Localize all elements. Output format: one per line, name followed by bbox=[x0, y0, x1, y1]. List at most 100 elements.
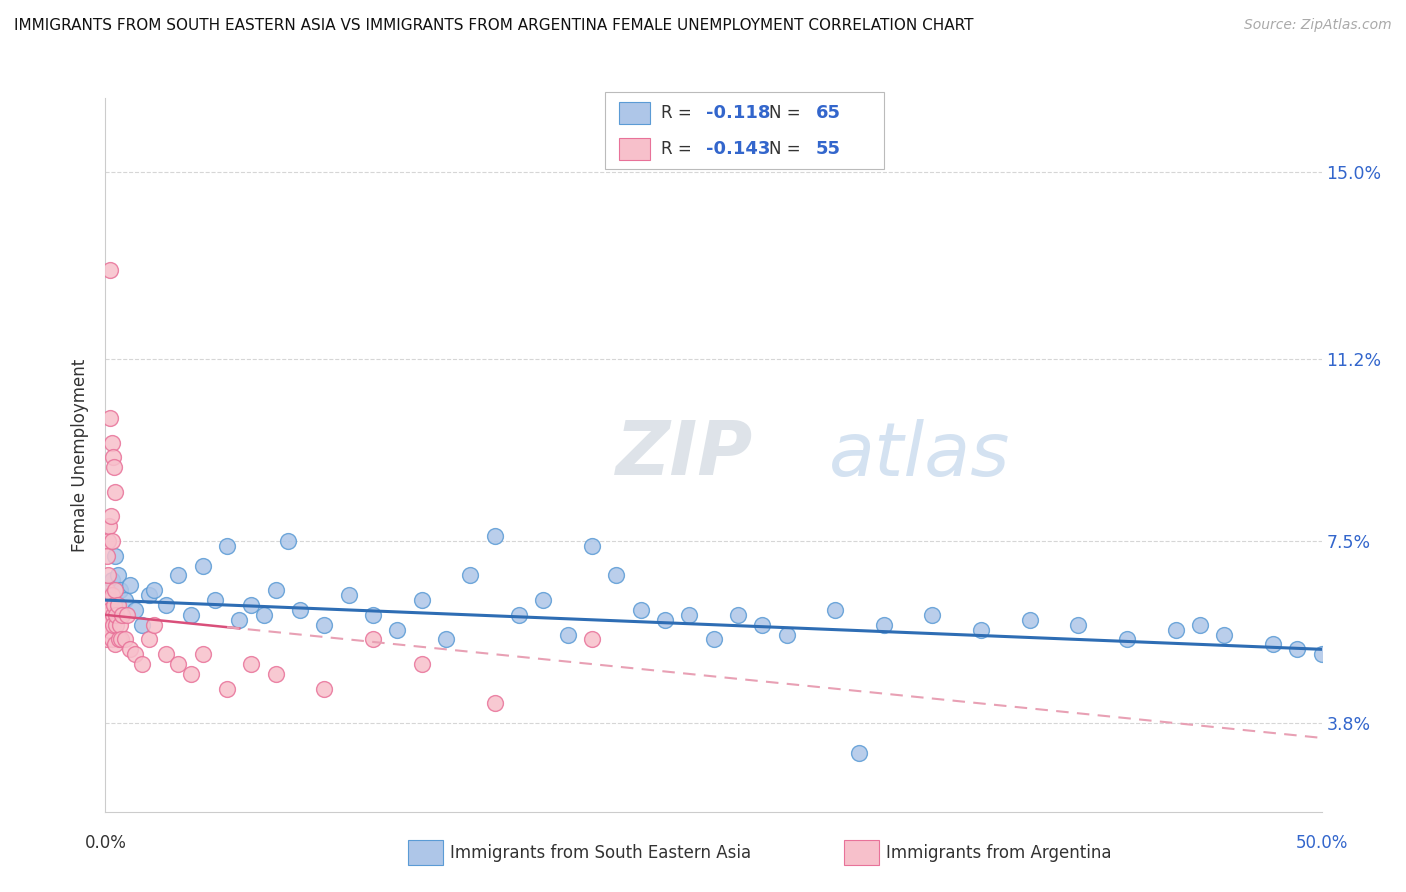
Point bbox=[1310, 647, 1333, 661]
Point bbox=[108, 617, 131, 632]
Point bbox=[114, 593, 136, 607]
Text: R =: R = bbox=[661, 104, 697, 122]
Point bbox=[1164, 623, 1187, 637]
Point bbox=[98, 623, 121, 637]
Point bbox=[240, 657, 263, 671]
Point bbox=[96, 593, 118, 607]
Point bbox=[217, 539, 239, 553]
Point bbox=[100, 509, 122, 524]
Point bbox=[96, 603, 118, 617]
Point bbox=[1213, 627, 1236, 641]
Point bbox=[411, 657, 433, 671]
Point bbox=[97, 607, 120, 622]
Point bbox=[110, 632, 132, 647]
Point bbox=[411, 593, 433, 607]
Point bbox=[101, 632, 124, 647]
Point bbox=[873, 617, 896, 632]
Point bbox=[104, 637, 127, 651]
Point bbox=[114, 632, 136, 647]
Point bbox=[98, 613, 121, 627]
Point bbox=[101, 534, 124, 549]
Point bbox=[1067, 617, 1090, 632]
Point bbox=[97, 583, 120, 598]
Text: N =: N = bbox=[769, 104, 806, 122]
Point bbox=[654, 613, 676, 627]
Text: -0.118: -0.118 bbox=[706, 104, 770, 122]
Point bbox=[264, 583, 287, 598]
Point bbox=[531, 593, 554, 607]
Point bbox=[155, 598, 177, 612]
Point bbox=[104, 583, 127, 598]
Text: IMMIGRANTS FROM SOUTH EASTERN ASIA VS IMMIGRANTS FROM ARGENTINA FEMALE UNEMPLOYM: IMMIGRANTS FROM SOUTH EASTERN ASIA VS IM… bbox=[14, 18, 973, 33]
Point bbox=[775, 627, 797, 641]
Point bbox=[98, 603, 121, 617]
Point bbox=[101, 450, 124, 465]
Point bbox=[484, 697, 506, 711]
Point bbox=[98, 593, 121, 607]
Point bbox=[508, 607, 530, 622]
Text: atlas: atlas bbox=[830, 419, 1011, 491]
Point bbox=[1018, 613, 1040, 627]
Point bbox=[103, 617, 125, 632]
Point bbox=[288, 603, 311, 617]
Point bbox=[458, 568, 481, 582]
Point bbox=[361, 607, 384, 622]
Point bbox=[100, 435, 122, 450]
Point bbox=[434, 632, 457, 647]
Point bbox=[104, 484, 127, 499]
Point bbox=[337, 588, 360, 602]
Text: Source: ZipAtlas.com: Source: ZipAtlas.com bbox=[1244, 18, 1392, 32]
Point bbox=[96, 617, 118, 632]
Point bbox=[180, 607, 202, 622]
Point bbox=[751, 617, 773, 632]
Point bbox=[970, 623, 993, 637]
Point bbox=[557, 627, 579, 641]
Point bbox=[228, 613, 250, 627]
Point bbox=[124, 647, 146, 661]
Text: Immigrants from South Eastern Asia: Immigrants from South Eastern Asia bbox=[450, 844, 751, 862]
Point bbox=[107, 568, 129, 582]
Point bbox=[240, 598, 263, 612]
Point bbox=[96, 549, 118, 563]
Point bbox=[314, 681, 336, 696]
Text: -0.143: -0.143 bbox=[706, 140, 770, 158]
Point bbox=[138, 632, 160, 647]
Point bbox=[100, 574, 122, 588]
Point bbox=[124, 603, 146, 617]
Point bbox=[191, 558, 214, 573]
Point bbox=[101, 593, 124, 607]
Text: 0.0%: 0.0% bbox=[84, 834, 127, 852]
Point bbox=[1261, 637, 1284, 651]
Point bbox=[131, 617, 153, 632]
Point bbox=[1189, 617, 1212, 632]
Point bbox=[277, 534, 299, 549]
Point bbox=[97, 617, 120, 632]
Point bbox=[97, 534, 120, 549]
Point bbox=[702, 632, 725, 647]
Point bbox=[117, 607, 139, 622]
Point bbox=[100, 588, 122, 602]
Point bbox=[105, 607, 128, 622]
Y-axis label: Female Unemployment: Female Unemployment bbox=[72, 359, 90, 551]
Point bbox=[824, 603, 846, 617]
Point bbox=[252, 607, 274, 622]
Point bbox=[217, 681, 239, 696]
Point bbox=[314, 617, 336, 632]
Point bbox=[678, 607, 700, 622]
Point bbox=[155, 647, 177, 661]
Point bbox=[361, 632, 384, 647]
Point bbox=[848, 746, 870, 760]
Point bbox=[104, 549, 127, 563]
Point bbox=[108, 632, 131, 647]
Point bbox=[96, 598, 118, 612]
Point bbox=[143, 583, 166, 598]
Point bbox=[605, 568, 627, 582]
Point bbox=[118, 642, 141, 657]
Point bbox=[727, 607, 749, 622]
Point bbox=[104, 617, 127, 632]
Point bbox=[143, 617, 166, 632]
Point bbox=[167, 568, 190, 582]
Point bbox=[101, 607, 124, 622]
Point bbox=[96, 583, 118, 598]
Text: ZIP: ZIP bbox=[616, 418, 754, 491]
